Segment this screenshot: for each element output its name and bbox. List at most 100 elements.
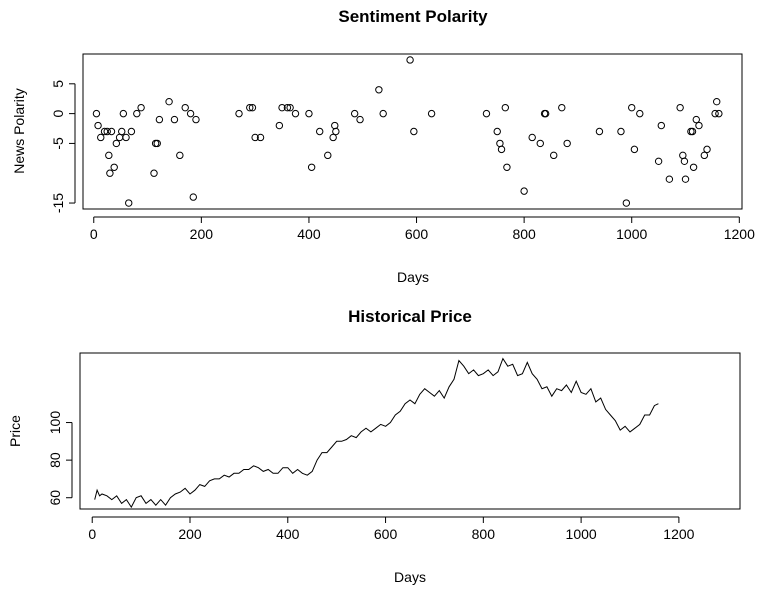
sentiment-point (283, 103, 292, 112)
sentiment-point (654, 157, 663, 166)
sentiment-point (110, 163, 118, 171)
price-x-tick-label: 200 (178, 526, 202, 542)
sentiment-point (375, 86, 383, 94)
sentiment-point (528, 133, 536, 142)
sentiment-point (681, 175, 690, 183)
sentiment-point (350, 109, 359, 118)
sentiment-point (715, 109, 723, 118)
sentiment-point (103, 127, 111, 136)
sentiment-point (482, 109, 491, 118)
sentiment-point (622, 199, 631, 207)
sentiment-point (628, 103, 636, 112)
sentiment-point (153, 139, 161, 148)
price-x-tick-label: 800 (472, 526, 496, 542)
sentiment-point (186, 109, 195, 118)
sentiment-x-tick-label: 1200 (724, 226, 755, 242)
price-x-axis: 0 200 400 600 800 1000 1200 (88, 516, 695, 542)
sentiment-point (97, 133, 105, 142)
sentiment-x-axis: 0 200 400 600 800 1000 1200 (90, 216, 755, 242)
sentiment-point (688, 127, 697, 136)
sentiment-x-tick-label: 600 (405, 226, 429, 242)
price-series-line (94, 357, 659, 509)
sentiment-point (192, 115, 200, 124)
sentiment-point (657, 121, 666, 130)
sentiment-point (115, 133, 124, 142)
price-y-tick-label: 100 (47, 411, 63, 435)
sentiment-point (563, 139, 571, 148)
sentiment-point (127, 127, 136, 136)
sentiment-y-label: News Polarity (11, 88, 27, 174)
sentiment-point (291, 109, 300, 118)
sentiment-point (170, 115, 179, 124)
sentiment-point (501, 103, 509, 112)
sentiment-point (106, 169, 114, 177)
sentiment-point (703, 145, 711, 154)
sentiment-point (248, 103, 257, 112)
sentiment-panel: Sentiment Polarity 0 200 400 600 800 1000 1200… (11, 7, 755, 285)
sentiment-point (617, 127, 625, 136)
price-x-tick-label: 1200 (663, 526, 694, 542)
sentiment-point (112, 139, 121, 148)
sentiment-point (680, 157, 689, 166)
sentiment-point (305, 109, 313, 118)
sentiment-point (503, 163, 511, 171)
sentiment-title: Sentiment Polarity (338, 7, 488, 26)
sentiment-point (251, 133, 259, 142)
sentiment-x-tick-label: 1000 (616, 226, 647, 242)
sentiment-point (235, 109, 243, 118)
sentiment-point (595, 127, 604, 136)
sentiment-point (406, 56, 414, 64)
sentiment-point (256, 133, 265, 142)
sentiment-point (541, 109, 550, 118)
sentiment-point (329, 133, 337, 142)
sentiment-point (332, 127, 340, 136)
sentiment-point (133, 109, 141, 118)
sentiment-x-tick-label: 0 (90, 226, 98, 242)
sentiment-point (246, 103, 254, 112)
sentiment-point (275, 121, 284, 130)
price-x-tick-label: 0 (88, 526, 96, 542)
sentiment-y-tick-label: 0 (50, 110, 66, 118)
sentiment-y-axis: -15 -5 0 5 (50, 80, 76, 213)
price-panel: Historical Price 0 200 400 600 800 1000 1200 6… (7, 307, 741, 585)
sentiment-point (379, 109, 387, 118)
sentiment-point (122, 133, 130, 142)
sentiment-point (118, 127, 126, 136)
sentiment-y-tick-label: -15 (50, 193, 66, 213)
sentiment-point (636, 109, 644, 118)
sentiment-point (496, 139, 504, 148)
sentiment-point (316, 127, 324, 136)
sentiment-point (324, 151, 332, 160)
sentiment-points (92, 56, 723, 207)
sentiment-point (100, 127, 109, 136)
price-title: Historical Price (348, 307, 472, 326)
sentiment-point (137, 103, 145, 112)
price-y-tick-label: 80 (47, 452, 63, 468)
sentiment-point (94, 121, 102, 130)
price-x-tick-label: 1000 (566, 526, 597, 542)
price-x-tick-label: 400 (276, 526, 300, 542)
sentiment-point (630, 145, 639, 154)
sentiment-point (497, 145, 506, 154)
price-plot-box (79, 352, 741, 510)
sentiment-point (695, 121, 703, 130)
sentiment-x-label: Days (397, 269, 429, 285)
sentiment-point (189, 193, 197, 201)
sentiment-point (689, 163, 698, 171)
sentiment-point (331, 121, 339, 130)
sentiment-point (155, 115, 164, 124)
price-y-tick-label: 60 (47, 490, 63, 506)
sentiment-point (558, 103, 566, 112)
sentiment-point (176, 151, 184, 160)
sentiment-point (427, 109, 436, 118)
sentiment-y-tick-label: 5 (50, 80, 66, 88)
sentiment-point (692, 115, 700, 124)
price-y-label: Price (7, 415, 23, 447)
sentiment-x-tick-label: 800 (512, 226, 536, 242)
sentiment-point (550, 151, 558, 160)
sentiment-point (307, 163, 316, 171)
sentiment-point (679, 151, 687, 160)
price-x-tick-label: 600 (374, 526, 398, 542)
sentiment-point (711, 109, 719, 118)
